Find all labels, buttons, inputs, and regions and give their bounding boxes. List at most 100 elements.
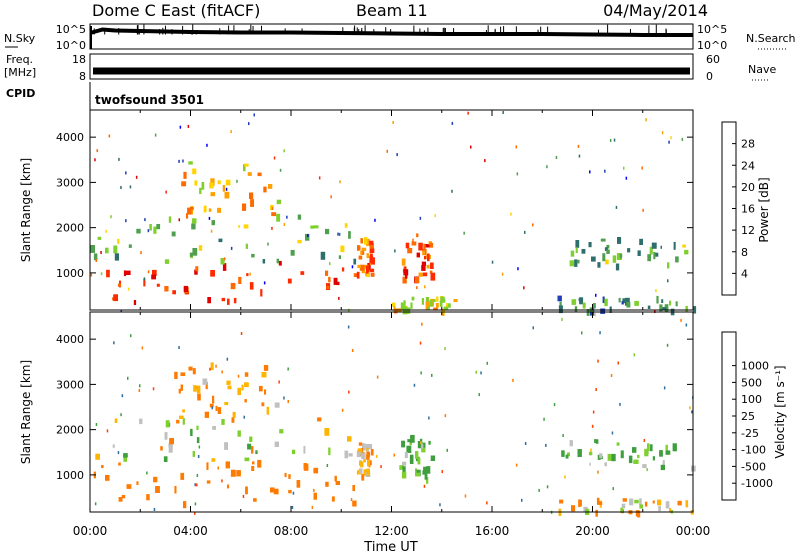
heatmap-cell [93, 253, 98, 261]
heatmap-cell [274, 402, 280, 408]
heatmap-cell [221, 419, 225, 425]
heatmap-cell [118, 157, 120, 161]
heatmap-cell [276, 213, 281, 222]
heatmap-cell [578, 298, 581, 302]
heatmap-cell [612, 255, 617, 263]
heatmap-cell [209, 182, 214, 189]
heatmap-cell [657, 499, 662, 506]
heatmap-cell [502, 111, 504, 114]
heatmap-cell [208, 216, 211, 220]
heatmap-cell [545, 443, 547, 447]
heatmap-cell [129, 185, 132, 189]
colorbar-tick-label: 16 [741, 203, 755, 216]
heatmap-cell [210, 178, 215, 186]
time-tick-label: 04:00 [173, 524, 208, 538]
heatmap-cell [656, 295, 659, 304]
heatmap-cell [662, 307, 667, 311]
heatmap-cell [118, 462, 121, 466]
heatmap-cell [339, 180, 341, 184]
heatmap-cell [230, 469, 236, 477]
heatmap-cell [244, 382, 249, 388]
heatmap-cell [174, 485, 177, 494]
date-title: 04/May/2014 [603, 1, 708, 20]
heatmap-cell [613, 138, 616, 142]
heatmap-cell [559, 499, 564, 504]
heatmap-cell [326, 286, 330, 290]
heatmap-cell [475, 370, 477, 374]
heatmap-cell [192, 168, 197, 175]
heatmap-cell [569, 440, 573, 447]
heatmap-cell [429, 242, 434, 248]
heatmap-cell [361, 247, 367, 251]
heatmap-cell [138, 389, 141, 392]
heatmap-cell [359, 264, 365, 271]
heatmap-cell [300, 271, 305, 275]
heatmap-cell [135, 175, 138, 179]
heatmap-cell [406, 445, 412, 453]
heatmap-cell [415, 468, 418, 476]
heatmap-cell [350, 498, 353, 502]
heatmap-cell [421, 261, 426, 266]
heatmap-cell [484, 159, 486, 163]
heatmap-cell [421, 447, 426, 453]
heatmap-cell [359, 468, 363, 474]
heatmap-cell [370, 253, 373, 260]
heatmap-cell [360, 238, 363, 244]
colorbar-tick-label: 1000 [741, 360, 769, 373]
heatmap-cell [147, 229, 150, 233]
heatmap-cell [199, 187, 202, 194]
heatmap-cell [191, 223, 196, 230]
heatmap-cell [347, 436, 352, 442]
heatmap-cell [577, 144, 580, 148]
heatmap-cell [114, 253, 119, 261]
heatmap-cell [121, 394, 124, 398]
heatmap-cell [283, 396, 285, 400]
heatmap-cell [668, 140, 670, 144]
heatmap-cell [249, 436, 253, 442]
heatmap-cell [121, 495, 126, 499]
heatmap-cell [347, 325, 350, 329]
heatmap-cell [515, 145, 517, 149]
heatmap-cell [581, 331, 583, 335]
heatmap-cell [558, 305, 563, 314]
heatmap-cell [250, 199, 254, 207]
heatmap-cell [153, 226, 157, 234]
heatmap-cell [501, 272, 504, 276]
heatmap-cell [168, 216, 172, 223]
heatmap-cell [241, 384, 244, 391]
heatmap-cell [380, 465, 382, 469]
heatmap-cell [658, 506, 661, 512]
heatmap-cell [130, 334, 132, 338]
heatmap-cell [444, 347, 446, 351]
heatmap-cell [416, 252, 420, 258]
heatmap-cell [591, 424, 594, 428]
time-axis-label: Time UT [363, 540, 417, 554]
heatmap-cell [470, 145, 472, 149]
heatmap-cell [325, 270, 329, 276]
heatmap-cell [441, 470, 443, 474]
heatmap-cell [208, 208, 212, 212]
heatmap-cell [194, 502, 197, 506]
heatmap-cell [290, 249, 295, 256]
heatmap-cell [236, 470, 241, 477]
heatmap-cell [538, 488, 540, 492]
freq-left-tick-bottom: 8 [79, 70, 86, 83]
heatmap-cell [626, 301, 631, 308]
heatmap-cell [125, 270, 131, 275]
heatmap-cell [297, 239, 302, 244]
heatmap-cell [429, 300, 433, 307]
heatmap-cell [463, 231, 465, 235]
heatmap-cell [557, 295, 562, 302]
heatmap-cell [660, 245, 662, 249]
heatmap-cell [238, 225, 240, 228]
heatmap-cell [222, 185, 225, 192]
heatmap-cell [642, 208, 644, 212]
heatmap-cell [139, 418, 143, 425]
heatmap-cell [517, 267, 519, 271]
nave-right-tick-top: 60 [706, 53, 720, 66]
heatmap-cell [642, 464, 647, 469]
heatmap-cell [274, 441, 279, 447]
heatmap-cell [217, 180, 221, 185]
heatmap-cell [227, 385, 232, 390]
heatmap-cell [205, 381, 208, 390]
